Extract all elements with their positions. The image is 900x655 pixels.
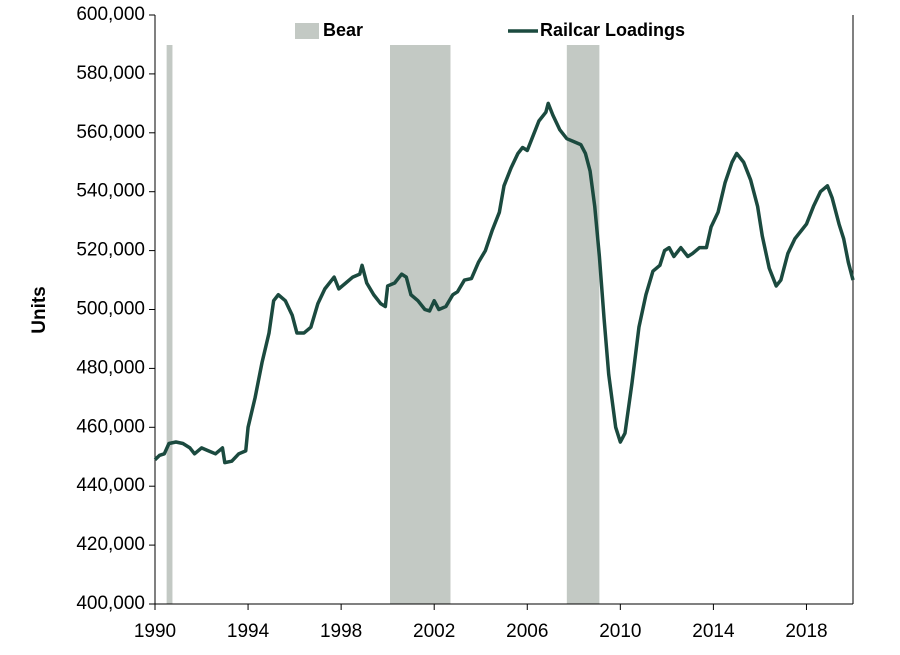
legend-label: Bear bbox=[323, 20, 363, 40]
y-tick-label: 420,000 bbox=[76, 534, 145, 555]
legend-swatch bbox=[295, 23, 319, 39]
bear-band bbox=[389, 45, 451, 604]
y-tick-label: 520,000 bbox=[76, 240, 145, 261]
y-tick-label: 600,000 bbox=[76, 4, 145, 25]
y-axis-label: Units bbox=[29, 286, 50, 334]
y-tick-label: 580,000 bbox=[76, 63, 145, 84]
y-tick-label: 540,000 bbox=[76, 181, 145, 202]
x-tick-label: 2014 bbox=[692, 621, 735, 642]
y-tick-label: 500,000 bbox=[76, 299, 145, 320]
y-tick-label: 480,000 bbox=[76, 357, 145, 378]
x-tick-label: 2018 bbox=[785, 621, 827, 642]
y-tick-label: 440,000 bbox=[76, 475, 145, 496]
x-tick-label: 1990 bbox=[134, 621, 176, 642]
x-tick-label: 2010 bbox=[599, 621, 641, 642]
x-tick-label: 2002 bbox=[413, 621, 455, 642]
y-tick-label: 560,000 bbox=[76, 122, 145, 143]
y-tick-label: 460,000 bbox=[76, 416, 145, 437]
legend-label: Railcar Loadings bbox=[540, 20, 685, 40]
x-tick-label: 1994 bbox=[227, 621, 270, 642]
data-line bbox=[153, 101, 855, 465]
y-tick-label: 400,000 bbox=[76, 593, 145, 614]
bear-band bbox=[566, 45, 600, 604]
x-tick-label: 1998 bbox=[320, 621, 362, 642]
x-tick-label: 2006 bbox=[506, 621, 548, 642]
bear-band bbox=[166, 45, 173, 604]
